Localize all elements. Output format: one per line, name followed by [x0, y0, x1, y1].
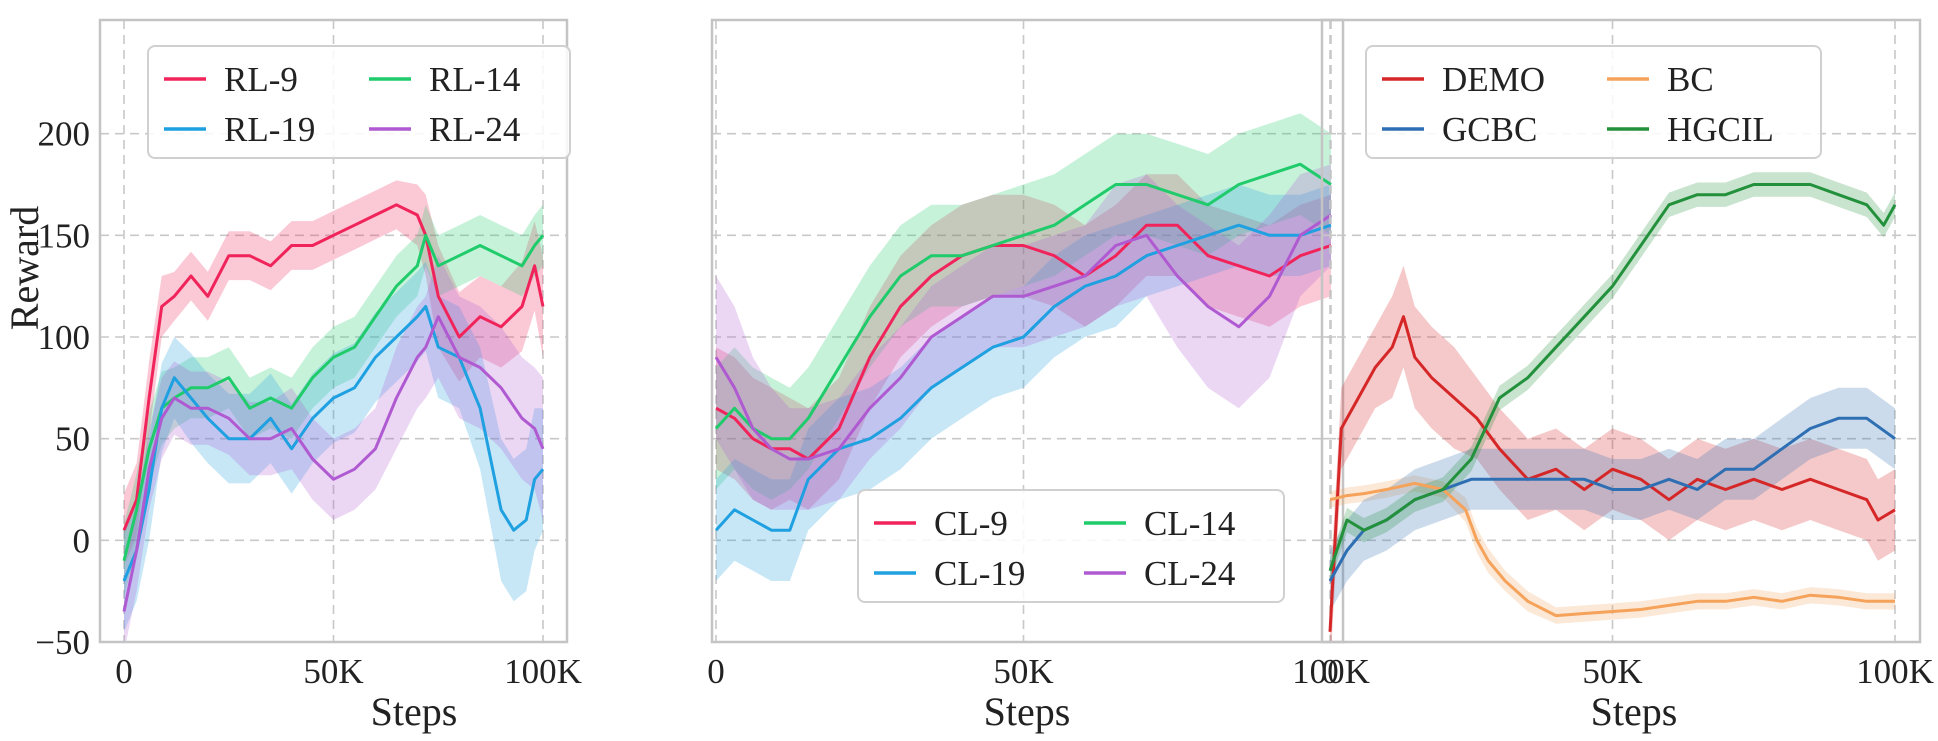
band-demo	[1330, 265, 1895, 642]
band-gcbc	[1330, 387, 1895, 612]
band-cl-19	[716, 184, 1331, 581]
y-tick-label: 150	[38, 216, 91, 255]
legend-box	[1365, 45, 1822, 159]
x-axis-label-rl: Steps	[371, 689, 458, 734]
panel-baselines: 0 50K 100K DEMO BC GCBC HGCIL	[1320, 18, 1934, 691]
legend-label-bc: BC	[1667, 60, 1714, 99]
band-rl-9	[124, 180, 543, 567]
y-tick-label: −50	[35, 623, 90, 662]
legend-label-rl-14: RL-14	[429, 60, 520, 99]
y-axis-label: Reward	[2, 206, 47, 330]
legend-label-cl-19: CL-19	[934, 554, 1025, 593]
x-tick-label: 0	[115, 652, 133, 691]
series-line-cl-14	[714, 162, 1332, 441]
series-line-rl-24	[122, 315, 545, 612]
band-cl-9	[716, 174, 1331, 510]
legend-box	[147, 45, 571, 159]
series-line-hgcil	[1328, 183, 1897, 572]
legend-label-rl-19: RL-19	[224, 110, 315, 149]
x-tick-label: 100K	[1856, 652, 1934, 691]
x-tick-label: 50K	[993, 652, 1053, 691]
x-axis-label-baselines: Steps	[1591, 689, 1678, 734]
y-tick-label: 50	[55, 420, 90, 459]
legend-label-cl-9: CL-9	[934, 504, 1008, 543]
legend-label-gcbc: GCBC	[1442, 110, 1537, 149]
plot-frame	[1320, 18, 1922, 644]
y-tick-label: 100	[38, 318, 91, 357]
x-axis-label-cl: Steps	[984, 689, 1071, 734]
legend: RL-9 RL-14 RL-19 RL-24	[147, 45, 571, 159]
band-rl-19	[124, 261, 543, 632]
x-tick-label: 0	[1321, 652, 1339, 691]
band-rl-14	[124, 204, 543, 598]
y-tick-label: 0	[73, 521, 91, 560]
plot-frame	[98, 18, 569, 644]
series-line-rl-9	[122, 203, 545, 531]
legend-label-demo: DEMO	[1442, 60, 1545, 99]
legend-box	[857, 489, 1285, 603]
panel-cl: 0 50K 100K CL-9 CL-14 CL-19 CL-24	[707, 18, 1370, 691]
band-cl-14	[716, 113, 1331, 500]
legend-label-rl-9: RL-9	[224, 60, 298, 99]
x-tick-label: 100K	[504, 652, 582, 691]
series-line-rl-19	[122, 305, 545, 582]
series-line-cl-19	[714, 223, 1332, 532]
x-tick-label: 0	[707, 652, 725, 691]
legend-label-hgcil: HGCIL	[1667, 110, 1774, 149]
legend-label-cl-14: CL-14	[1144, 504, 1235, 543]
x-tick-label: 50K	[1582, 652, 1642, 691]
legend: CL-9 CL-14 CL-19 CL-24	[857, 489, 1285, 603]
plot-frame	[710, 18, 1345, 644]
y-tick-label: 200	[38, 115, 91, 154]
series-line-bc	[1329, 481, 1895, 618]
legend-label-rl-24: RL-24	[429, 110, 520, 149]
x-tick-label: 50K	[303, 652, 363, 691]
series-line-cl-24	[714, 213, 1332, 461]
legend: DEMO BC GCBC HGCIL	[1365, 45, 1822, 159]
legend-label-cl-24: CL-24	[1144, 554, 1235, 593]
band-rl-24	[124, 255, 543, 642]
x-tick-label: 100K	[1292, 652, 1370, 691]
